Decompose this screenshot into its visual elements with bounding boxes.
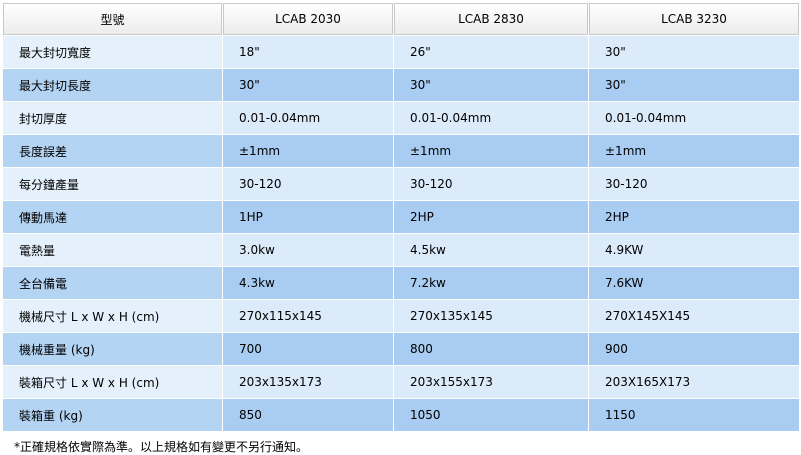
value-cell: 203X165X173 (589, 366, 799, 398)
table-row: 電熱量 3.0kw 4.5kw 4.9KW (3, 234, 799, 266)
value-cell: 7.2kw (394, 267, 588, 299)
header-cell: LCAB 3230 (589, 3, 799, 35)
table-row: 最大封切寬度 18" 26" 30" (3, 36, 799, 68)
value-cell: 0.01-0.04mm (394, 102, 588, 134)
label-cell: 機械重量 (kg) (3, 333, 222, 365)
table-row: 機械尺寸 L x W x H (cm) 270x115x145 270x135x14… (3, 300, 799, 332)
label-cell: 最大封切寬度 (3, 36, 222, 68)
value-cell: 30-120 (223, 168, 393, 200)
spec-table: 型號 LCAB 2030 LCAB 2830 LCAB 3230 最大封切寬度 18" 2… (2, 2, 800, 432)
value-cell: 4.3kw (223, 267, 393, 299)
header-cell: LCAB 2830 (394, 3, 588, 35)
value-cell: 2HP (394, 201, 588, 233)
label-cell: 最大封切長度 (3, 69, 222, 101)
value-cell: 1HP (223, 201, 393, 233)
table-row: 裝箱尺寸 L x W x H (cm) 203x135x173 203x155x17… (3, 366, 799, 398)
value-cell: 1150 (589, 399, 799, 431)
value-cell: 2HP (589, 201, 799, 233)
value-cell: ±1mm (589, 135, 799, 167)
value-cell: 1050 (394, 399, 588, 431)
label-cell: 傳動馬達 (3, 201, 222, 233)
value-cell: 30" (589, 36, 799, 68)
table-body: 最大封切寬度 18" 26" 30" 最大封切長度 30" 30" 30" 封切厚度 0.01-0… (3, 36, 799, 431)
label-cell: 裝箱尺寸 L x W x H (cm) (3, 366, 222, 398)
value-cell: 18" (223, 36, 393, 68)
table-row: 裝箱重 (kg) 850 1050 1150 (3, 399, 799, 431)
value-cell: 700 (223, 333, 393, 365)
value-cell: 0.01-0.04mm (223, 102, 393, 134)
value-cell: ±1mm (394, 135, 588, 167)
header-cell: LCAB 2030 (223, 3, 393, 35)
value-cell: ±1mm (223, 135, 393, 167)
value-cell: 4.5kw (394, 234, 588, 266)
footnote: *正確規格依實際為準。以上規格如有變更不另行通知。 (14, 440, 309, 454)
value-cell: 30" (223, 69, 393, 101)
value-cell: 4.9KW (589, 234, 799, 266)
label-cell: 電熱量 (3, 234, 222, 266)
value-cell: 0.01-0.04mm (589, 102, 799, 134)
table-row: 最大封切長度 30" 30" 30" (3, 69, 799, 101)
table-row: 全台備電 4.3kw 7.2kw 7.6KW (3, 267, 799, 299)
value-cell: 3.0kw (223, 234, 393, 266)
label-cell: 全台備電 (3, 267, 222, 299)
label-cell: 長度誤差 (3, 135, 222, 167)
value-cell: 30-120 (394, 168, 588, 200)
table-row: 機械重量 (kg) 700 800 900 (3, 333, 799, 365)
table-row: 長度誤差 ±1mm ±1mm ±1mm (3, 135, 799, 167)
value-cell: 30" (394, 69, 588, 101)
value-cell: 270X145X145 (589, 300, 799, 332)
value-cell: 203x155x173 (394, 366, 588, 398)
value-cell: 270x135x145 (394, 300, 588, 332)
value-cell: 30-120 (589, 168, 799, 200)
value-cell: 7.6KW (589, 267, 799, 299)
value-cell: 270x115x145 (223, 300, 393, 332)
value-cell: 203x135x173 (223, 366, 393, 398)
table-row: 每分鐘產量 30-120 30-120 30-120 (3, 168, 799, 200)
table-row: 封切厚度 0.01-0.04mm 0.01-0.04mm 0.01-0.04mm (3, 102, 799, 134)
value-cell: 850 (223, 399, 393, 431)
value-cell: 900 (589, 333, 799, 365)
header-row: 型號 LCAB 2030 LCAB 2830 LCAB 3230 (3, 3, 799, 35)
label-cell: 封切厚度 (3, 102, 222, 134)
value-cell: 800 (394, 333, 588, 365)
value-cell: 26" (394, 36, 588, 68)
label-cell: 裝箱重 (kg) (3, 399, 222, 431)
label-cell: 機械尺寸 L x W x H (cm) (3, 300, 222, 332)
header-cell: 型號 (3, 3, 222, 35)
label-cell: 每分鐘產量 (3, 168, 222, 200)
table-row: 傳動馬達 1HP 2HP 2HP (3, 201, 799, 233)
value-cell: 30" (589, 69, 799, 101)
